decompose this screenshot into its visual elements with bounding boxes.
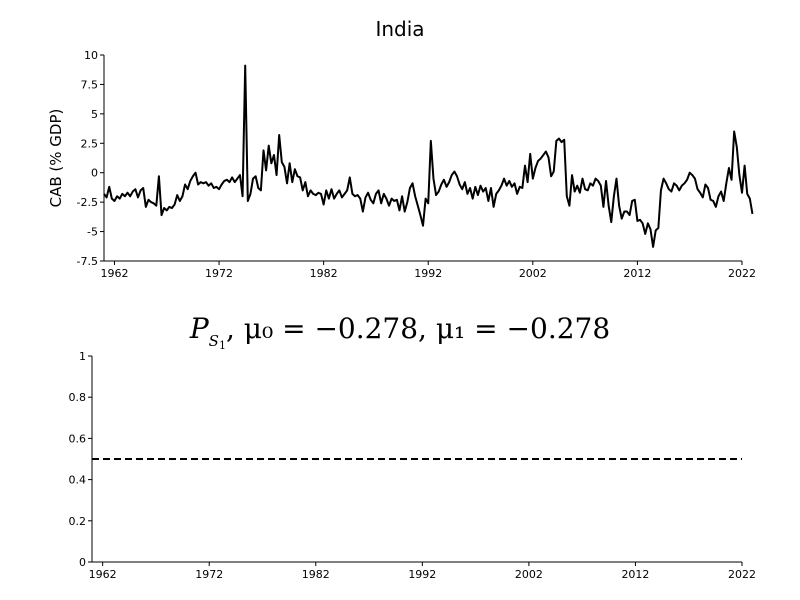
top-chart-title: India [375,17,424,41]
bottom-chart-x-tick-label: 2002 [515,568,543,581]
bottom-chart-x-tick-label: 1992 [408,568,436,581]
top-chart-y-tick-label: 7.5 [81,78,99,91]
bottom-chart-x-tick-label: 1972 [195,568,223,581]
top-chart-y-tick-label: -2.5 [77,196,98,209]
bottom-chart-y-tick-label: 0.8 [69,391,87,404]
bottom-chart-y-tick-label: 0 [79,556,86,569]
bottom-chart: 0 0.2 0.4 0.6 0.8 1 1962 1972 1982 1992 2002 2012 20… [69,350,757,581]
bottom-chart-x-tick-label: 2012 [621,568,649,581]
top-chart-y-tick-label: 10 [84,49,98,62]
top-chart-x-tick-label: 1982 [310,267,338,280]
bottom-chart-y-tick-label: 0.2 [69,515,87,528]
top-chart-x-tick-label: 2022 [728,267,756,280]
top-chart-x-tick-label: 1992 [414,267,442,280]
top-chart-y-tick-label: 5 [91,108,98,121]
bottom-chart-x-tick-label: 1982 [302,568,330,581]
bottom-chart-x-tick-label: 1962 [89,568,117,581]
top-chart-y-tick-label: 2.5 [81,137,99,150]
bottom-chart-y-tick-label: 0.4 [69,474,87,487]
top-chart-series-line [103,64,754,248]
top-chart: -7.5 -5 -2.5 0 2.5 5 7.5 10 1962 1972 1982 1992 2002… [77,49,756,280]
top-chart-x-tick-label: 1962 [100,267,128,280]
top-chart-y-tick-label: 0 [91,167,98,180]
top-chart-y-tick-label: -7.5 [77,255,98,268]
top-chart-ylabel: CAB (% GDP) [47,109,65,208]
top-chart-x-tick-label: 2012 [623,267,651,280]
bottom-chart-x-tick-label: 2022 [728,568,756,581]
top-chart-x-tick-label: 2002 [519,267,547,280]
bottom-chart-y-tick-label: 1 [79,350,86,363]
top-chart-x-tick-label: 1972 [205,267,233,280]
top-chart-y-tick-label: -5 [87,226,98,239]
bottom-chart-y-tick-label: 0.6 [69,432,87,445]
bottom-chart-title: PS1, μ₀ = −0.278, μ₁ = −0.278 [189,312,610,352]
